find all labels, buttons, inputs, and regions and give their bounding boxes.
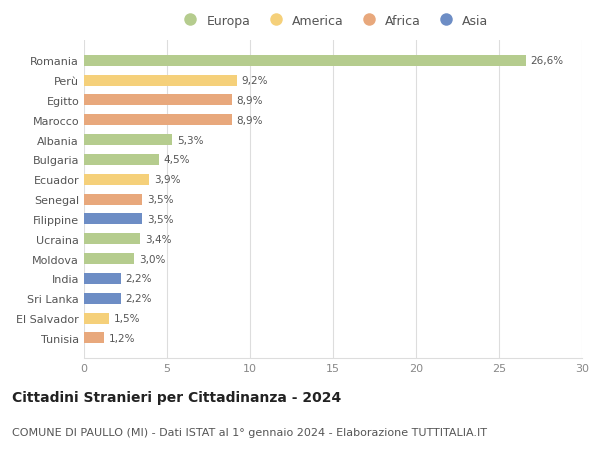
Text: 1,2%: 1,2%	[109, 333, 136, 343]
Bar	[84, 56, 526, 67]
Text: 5,3%: 5,3%	[177, 135, 203, 146]
Bar	[84, 115, 232, 126]
Legend: Europa, America, Africa, Asia: Europa, America, Africa, Asia	[173, 10, 493, 33]
Bar	[84, 155, 159, 166]
Text: 3,0%: 3,0%	[139, 254, 165, 264]
Text: 1,5%: 1,5%	[114, 313, 140, 324]
Text: 9,2%: 9,2%	[242, 76, 268, 86]
Bar	[84, 174, 149, 185]
Text: 8,9%: 8,9%	[237, 96, 263, 106]
Bar	[84, 293, 121, 304]
Text: 3,4%: 3,4%	[145, 234, 172, 244]
Bar	[84, 214, 142, 225]
Bar	[84, 253, 134, 264]
Text: COMUNE DI PAULLO (MI) - Dati ISTAT al 1° gennaio 2024 - Elaborazione TUTTITALIA.: COMUNE DI PAULLO (MI) - Dati ISTAT al 1°…	[12, 427, 487, 437]
Bar	[84, 135, 172, 146]
Bar	[84, 194, 142, 205]
Text: 2,2%: 2,2%	[125, 294, 152, 303]
Text: 2,2%: 2,2%	[125, 274, 152, 284]
Bar	[84, 333, 104, 344]
Text: 4,5%: 4,5%	[164, 155, 190, 165]
Bar	[84, 313, 109, 324]
Bar	[84, 95, 232, 106]
Bar	[84, 234, 140, 245]
Bar	[84, 274, 121, 284]
Text: 3,5%: 3,5%	[147, 214, 173, 224]
Text: 8,9%: 8,9%	[237, 116, 263, 125]
Bar	[84, 75, 237, 86]
Text: 26,6%: 26,6%	[530, 56, 563, 66]
Text: Cittadini Stranieri per Cittadinanza - 2024: Cittadini Stranieri per Cittadinanza - 2…	[12, 390, 341, 404]
Text: 3,9%: 3,9%	[154, 175, 180, 185]
Text: 3,5%: 3,5%	[147, 195, 173, 205]
